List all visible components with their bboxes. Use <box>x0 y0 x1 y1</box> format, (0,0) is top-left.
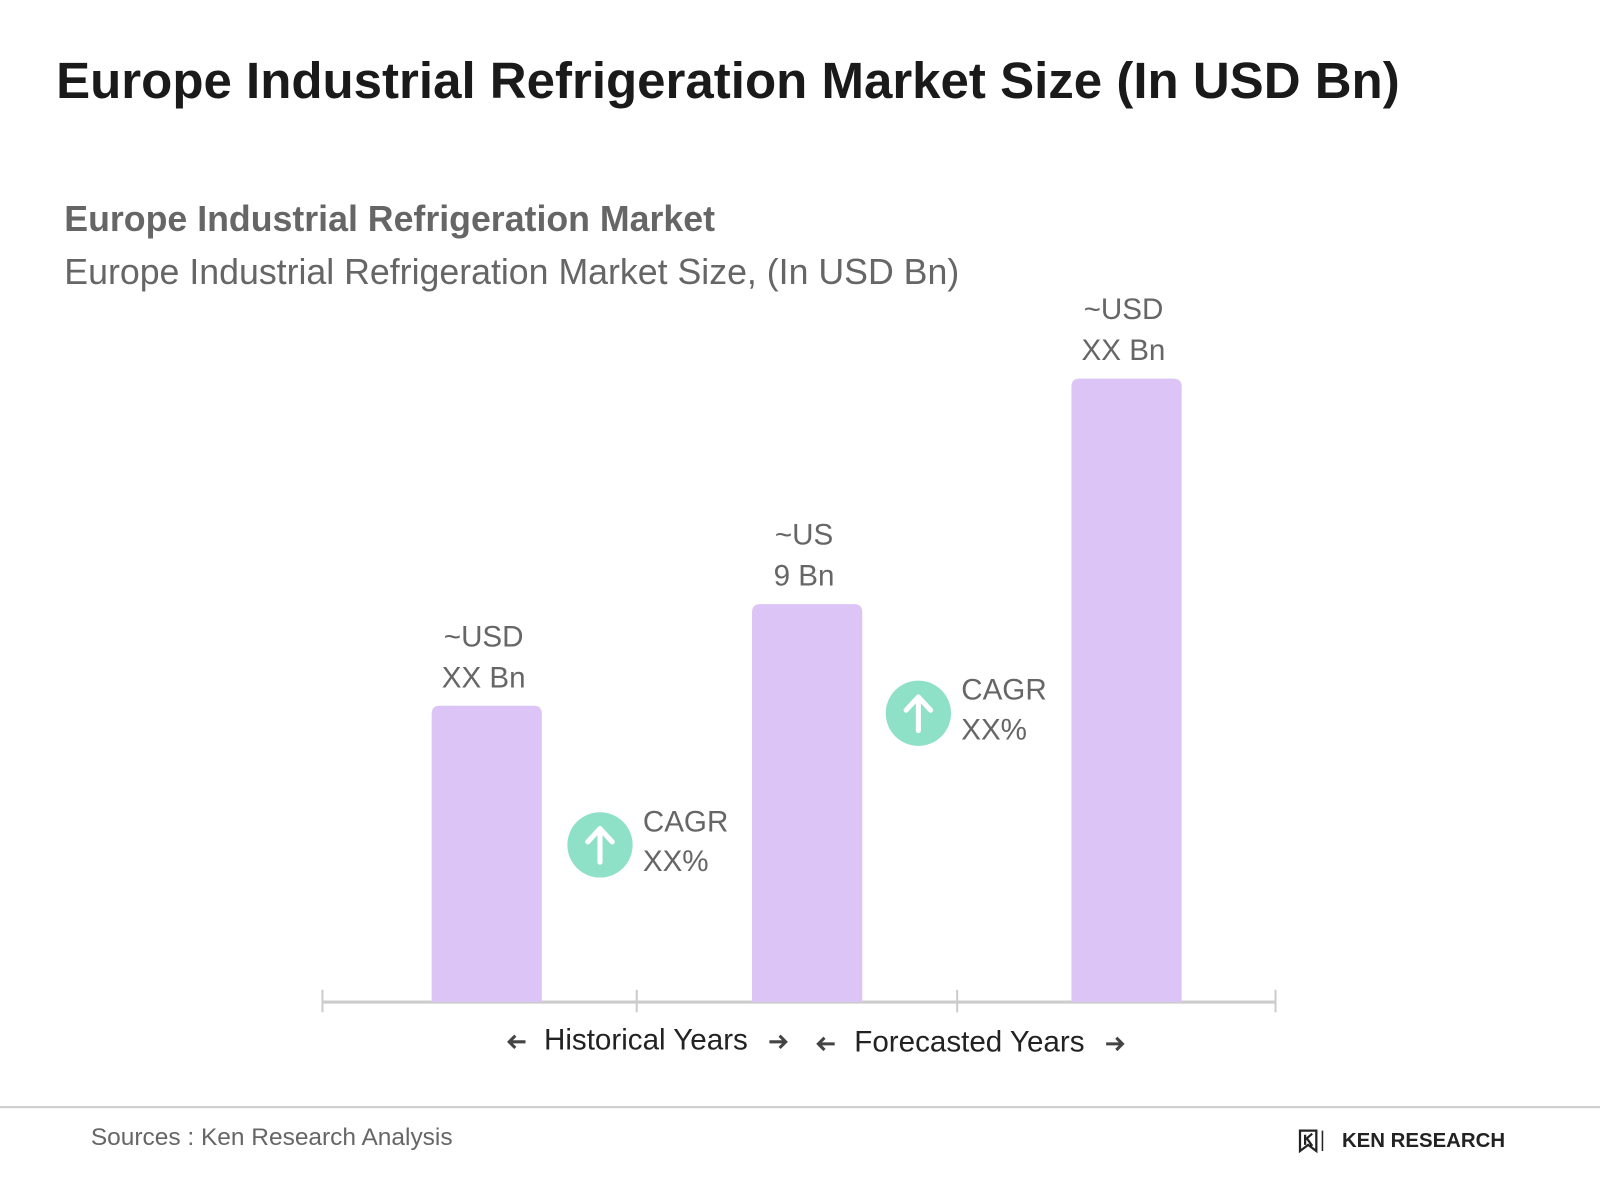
value-label: ~USD XX Bn <box>1082 293 1166 367</box>
chart-title: Europe Industrial Refrigeration Market S… <box>56 52 1400 109</box>
logo-mark <box>1298 1129 1318 1154</box>
bar <box>752 604 863 1003</box>
right-arrow <box>769 1034 788 1050</box>
bar <box>431 705 542 1003</box>
bar <box>1071 378 1182 1003</box>
brand-name: KEN RESEARCH <box>1342 1130 1505 1152</box>
period-label: Forecasted Years <box>854 1026 1084 1059</box>
up-arrow <box>903 694 934 734</box>
chart-subtitle: Europe Industrial Refrigeration Market S… <box>64 252 959 292</box>
cagr-value: XX% <box>643 845 709 878</box>
cagr-value: XX% <box>961 713 1027 746</box>
up-arrow <box>585 826 615 865</box>
source: Sources : Ken Research Analysis <box>91 1124 453 1151</box>
right-arrow <box>1106 1036 1125 1052</box>
cagr-label: CAGR <box>961 674 1046 707</box>
cagr-label: CAGR <box>643 805 728 838</box>
left-arrow <box>816 1036 835 1052</box>
brand-logo: KEN RESEARCH <box>1298 1129 1505 1154</box>
left-arrow <box>507 1034 526 1050</box>
period-label: Historical Years <box>544 1024 748 1057</box>
value-label: ~USD XX Bn <box>442 620 526 694</box>
value-label: ~US 9 Bn <box>774 519 835 593</box>
chart-heading: Europe Industrial Refrigeration Market <box>64 199 715 239</box>
